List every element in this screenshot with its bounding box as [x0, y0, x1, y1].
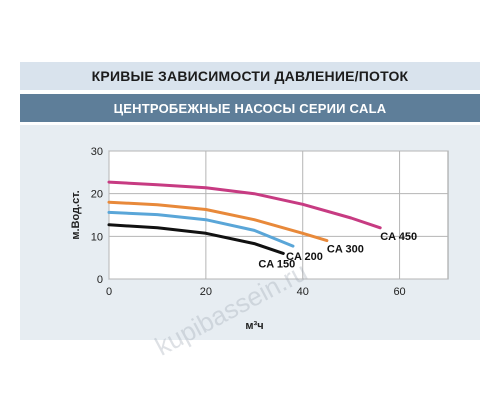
series-line-ca-200: [107, 210, 295, 248]
series-line-ca-300: [107, 200, 329, 243]
series-label-ca-200: CA 200: [286, 251, 323, 263]
chart-subtitle: ЦЕНТРОБЕЖНЫЕ НАСОСЫ СЕРИИ CALA: [20, 94, 480, 122]
y-tick-label: 0: [97, 274, 103, 286]
chart-title: КРИВЫЕ ЗАВИСИМОСТИ ДАВЛЕНИЕ/ПОТОК: [20, 62, 480, 90]
chart-panel: 0 10 20 30 0 20 40 60 м.Вод.ст. м³ч CA 450 CA 300 CA…: [20, 125, 480, 361]
y-axis-label: м.Вод.ст.: [70, 190, 82, 239]
x-tick-label: 0: [106, 286, 112, 298]
y-tick-label: 30: [91, 146, 103, 158]
x-tick-label: 60: [393, 286, 405, 298]
x-tick-label: 40: [297, 286, 309, 298]
x-tick-label: 20: [200, 286, 212, 298]
pump-curves-chart: 0 10 20 30 0 20 40 60 м.Вод.ст. м³ч CA 450 CA 300 CA…: [70, 146, 449, 332]
y-tick-label: 20: [91, 189, 103, 201]
x-axis-label: м³ч: [245, 320, 263, 332]
series-label-ca-150: CA 150: [258, 258, 295, 270]
y-tick-label: 10: [91, 231, 103, 243]
series-label-ca-300: CA 300: [327, 244, 364, 256]
series-line-ca-450: [107, 180, 382, 230]
series-line-ca-150: [107, 223, 285, 255]
series-label-ca-450: CA 450: [380, 231, 417, 243]
